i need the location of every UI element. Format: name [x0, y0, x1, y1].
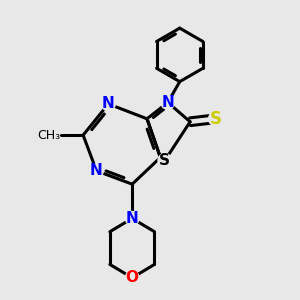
Text: N: N — [161, 95, 174, 110]
Circle shape — [125, 212, 139, 225]
Circle shape — [158, 154, 172, 167]
Text: N: N — [102, 96, 115, 111]
Text: N: N — [90, 163, 103, 178]
Circle shape — [102, 97, 115, 111]
Circle shape — [208, 112, 222, 126]
Text: S: S — [159, 153, 170, 168]
Circle shape — [125, 271, 139, 285]
Text: N: N — [126, 211, 139, 226]
Text: CH₃: CH₃ — [38, 129, 61, 142]
Text: O: O — [126, 270, 139, 285]
Text: S: S — [209, 110, 221, 128]
Circle shape — [90, 164, 103, 178]
Circle shape — [161, 96, 175, 109]
